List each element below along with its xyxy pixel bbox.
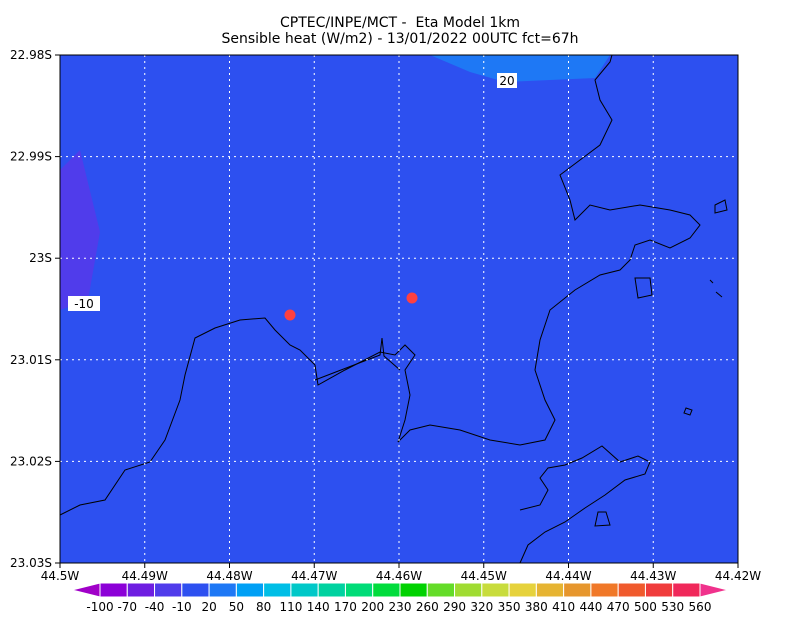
colorbar-label: -10 (172, 600, 192, 614)
colorbar-label: 530 (661, 600, 684, 614)
colorbar-label: 80 (256, 600, 271, 614)
lon-tick-label: 44.49W (122, 569, 168, 583)
lon-tick-label: 44.5W (41, 569, 80, 583)
lat-tick-label: 22.99S (10, 150, 52, 164)
lat-tick-label: 23.02S (10, 454, 52, 468)
colorbar-label: 200 (361, 600, 384, 614)
field-region-high (430, 55, 610, 82)
colorbar-box (672, 582, 701, 598)
lon-tick-label: 44.44W (545, 569, 591, 583)
field-region-low (60, 150, 100, 310)
colorbar-box (426, 582, 456, 598)
coastline (59, 54, 728, 564)
colorbar-box (535, 582, 565, 598)
colorbar-box (344, 582, 374, 598)
lon-tick-label: 44.47W (291, 569, 337, 583)
title-line-2: Sensible heat (W/m2) - 13/01/2022 00UTC … (221, 31, 578, 47)
colorbar-label: 230 (389, 600, 412, 614)
colorbar-label: 320 (470, 600, 493, 614)
colorbar-box (617, 582, 646, 598)
colorbar-box (154, 582, 183, 598)
lat-tick-label: 23S (29, 251, 52, 265)
colorbar-box (508, 582, 537, 598)
colorbar-label: 170 (334, 600, 357, 614)
colorbar-box (290, 582, 319, 598)
colorbar-box (99, 582, 128, 598)
title-line-1: CPTEC/INPE/MCT - Eta Model 1km (280, 15, 520, 31)
lat-tick-label: 23.03S (10, 556, 52, 570)
lat-tick-label: 23.01S (10, 353, 52, 367)
colorbar-box (263, 582, 292, 598)
colorbar-label: -100 (86, 600, 113, 614)
contour-label-box (68, 296, 100, 311)
colorbar-arrow (71, 582, 101, 598)
colorbar-box (481, 582, 510, 598)
colorbar-box (590, 582, 619, 598)
contour-label: 20 (499, 74, 514, 88)
colorbar-box (181, 582, 210, 598)
colorbar-label: 350 (498, 600, 521, 614)
colorbar-box (372, 582, 401, 598)
colorbar-label: -40 (145, 600, 165, 614)
colorbar-label: 410 (552, 600, 575, 614)
colorbar-box (208, 582, 237, 598)
lon-tick-label: 44.46W (376, 569, 422, 583)
colorbar-box (126, 582, 156, 598)
lat-tick-label: 22.98S (10, 48, 52, 62)
colorbar-label: 260 (416, 600, 439, 614)
colorbar-box (235, 582, 265, 598)
colorbar-box (454, 582, 483, 598)
colorbar-label: 470 (607, 600, 630, 614)
lon-tick-label: 44.42W (715, 569, 761, 583)
colorbar-box (644, 582, 674, 598)
site-marker (406, 292, 418, 304)
site-marker (284, 309, 296, 321)
colorbar-box (563, 582, 592, 598)
colorbar-label: 380 (525, 600, 548, 614)
colorbar-label: 140 (307, 600, 330, 614)
lon-tick-label: 44.48W (206, 569, 252, 583)
colorbar-box (317, 582, 346, 598)
colorbar-label: 20 (201, 600, 216, 614)
colorbar-label: 110 (279, 600, 302, 614)
colorbar-arrow (699, 582, 729, 598)
colorbar-label: 560 (689, 600, 712, 614)
lon-tick-label: 44.45W (461, 569, 507, 583)
colorbar-box (399, 582, 428, 598)
colorbar-label: 50 (229, 600, 244, 614)
colorbar-label: 440 (579, 600, 602, 614)
colorbar-label: -70 (117, 600, 137, 614)
colorbar-label: 290 (443, 600, 466, 614)
contour-label: -10 (74, 297, 94, 311)
lon-tick-label: 44.43W (630, 569, 676, 583)
colorbar-label: 500 (634, 600, 657, 614)
contour-label-box (497, 73, 517, 88)
